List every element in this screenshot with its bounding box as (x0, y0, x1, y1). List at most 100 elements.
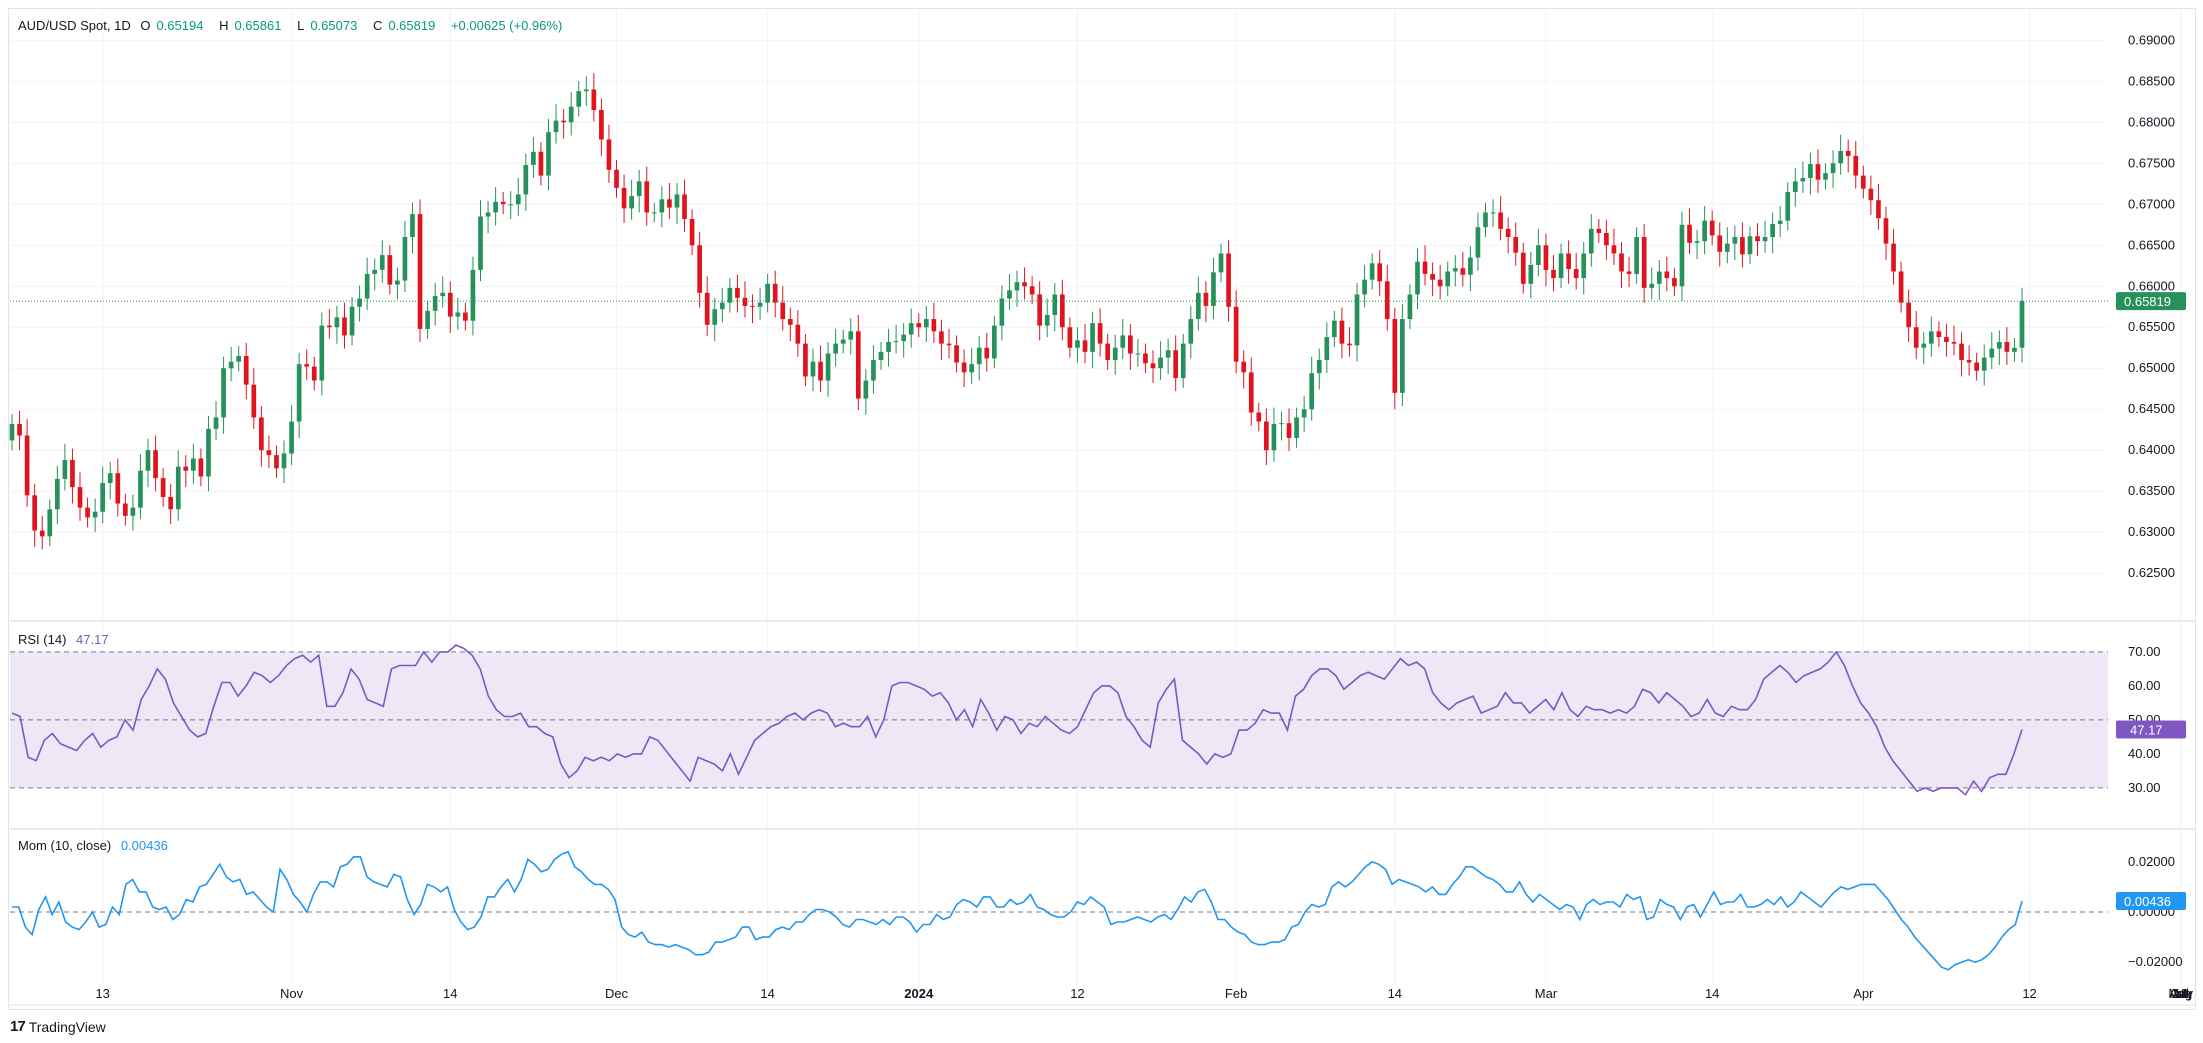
candle-body (1868, 188, 1874, 201)
candle-body (939, 331, 944, 344)
x-tick-label: 14 (760, 986, 774, 1001)
candle-body (523, 164, 529, 195)
candle-body (515, 194, 521, 205)
candle-body (1279, 423, 1284, 425)
candle-body (1838, 150, 1843, 164)
candle-body (1377, 263, 1383, 282)
candle-body (1196, 292, 1201, 320)
candle-body (863, 380, 869, 399)
candle-body (931, 319, 937, 332)
candle-body (1981, 357, 1987, 371)
candle-body (115, 473, 121, 504)
candle-body (183, 466, 189, 471)
candle-body (1022, 282, 1027, 287)
candle-body (319, 325, 325, 381)
candle-body (1415, 261, 1420, 295)
candle-body (1536, 245, 1541, 265)
candle-body (629, 196, 634, 209)
candle-body (1241, 361, 1247, 373)
candle-body (644, 181, 650, 213)
price-tick-label: 0.67500 (2128, 155, 2175, 170)
candle-body (1876, 200, 1881, 219)
candle-body (92, 511, 98, 518)
candle-body (138, 470, 143, 508)
ohlc-low: L 0.65073 (297, 18, 358, 33)
candle-body (848, 331, 854, 340)
candle-body (100, 483, 106, 512)
x-tick-label: 12 (2022, 986, 2036, 1001)
candle-body (175, 466, 181, 510)
candle-body (1664, 271, 1670, 279)
candle-body (999, 298, 1005, 326)
candle-body (1422, 261, 1428, 274)
mom-badge (2116, 892, 2186, 911)
candle-body (417, 214, 423, 329)
candle-body (1687, 224, 1692, 243)
rsi-line (11, 644, 2023, 796)
candle-body (1392, 319, 1398, 393)
candle-body (674, 194, 680, 208)
rsi-badge (2116, 720, 2186, 739)
candle-body (1543, 245, 1549, 270)
candle-body (1120, 335, 1126, 348)
rsi-label[interactable]: RSI (14) (18, 632, 67, 647)
candle-body (304, 364, 310, 367)
candle-body (772, 283, 778, 303)
candle-body (1498, 212, 1503, 229)
candle-body (130, 507, 136, 516)
candle-body (1513, 237, 1519, 253)
candle-body (342, 317, 347, 336)
x-tick-label: 12 (2173, 986, 2187, 1001)
candle-body (1332, 320, 1337, 338)
candle-body (1551, 269, 1556, 279)
candle-body (1974, 362, 1980, 371)
candle-body (1641, 237, 1647, 288)
candle-body (395, 280, 400, 285)
candle-body (1211, 272, 1216, 306)
candle-body (1248, 372, 1254, 413)
candle-body (1702, 220, 1707, 242)
candle-body (1075, 340, 1080, 348)
last-price-badge (2116, 292, 2186, 311)
candle-body (689, 219, 695, 246)
price-tick-label: 0.64500 (2128, 401, 2175, 416)
candle-body (455, 312, 461, 317)
tradingview-brand[interactable]: 17 TradingView (10, 1018, 106, 1035)
brand-name: TradingView (28, 1018, 106, 1035)
candle-body (1143, 353, 1148, 364)
candle-body (697, 245, 702, 293)
candle-body (1135, 353, 1141, 355)
candle-body (1188, 319, 1194, 344)
candle-body (1709, 220, 1715, 236)
candle-body (1989, 348, 1995, 358)
candle-body (1792, 181, 1798, 192)
candle-body (553, 120, 559, 133)
mom-label[interactable]: Mom (10, close) (18, 838, 112, 853)
candle-body (1724, 243, 1730, 252)
rsi-tick-label: 70.00 (2128, 644, 2161, 659)
candle-body (1264, 421, 1269, 451)
candle-body (470, 269, 476, 321)
candle-body (1951, 342, 1957, 344)
candle-body (1271, 423, 1277, 451)
momentum-line (12, 850, 2023, 971)
candle-body (1883, 218, 1889, 244)
price-tick-label: 0.68000 (2128, 114, 2175, 129)
price-tick-label: 0.69000 (2128, 32, 2175, 47)
candle-body (1369, 263, 1375, 280)
candle-body (1823, 173, 1828, 180)
candle-body (787, 319, 793, 325)
candle-body (153, 450, 158, 479)
candle-body (1996, 342, 2002, 349)
candle-body (221, 368, 226, 418)
candle-body (1150, 363, 1156, 369)
symbol-title[interactable]: AUD/USD Spot, 1D (18, 18, 131, 33)
x-tick-label: 13 (95, 986, 109, 1001)
candle-body (243, 355, 249, 385)
candle-body (901, 334, 906, 342)
candle-body (1528, 264, 1534, 284)
candle-body (1475, 227, 1481, 258)
candle-body (1014, 282, 1020, 291)
candle-body (667, 199, 672, 208)
